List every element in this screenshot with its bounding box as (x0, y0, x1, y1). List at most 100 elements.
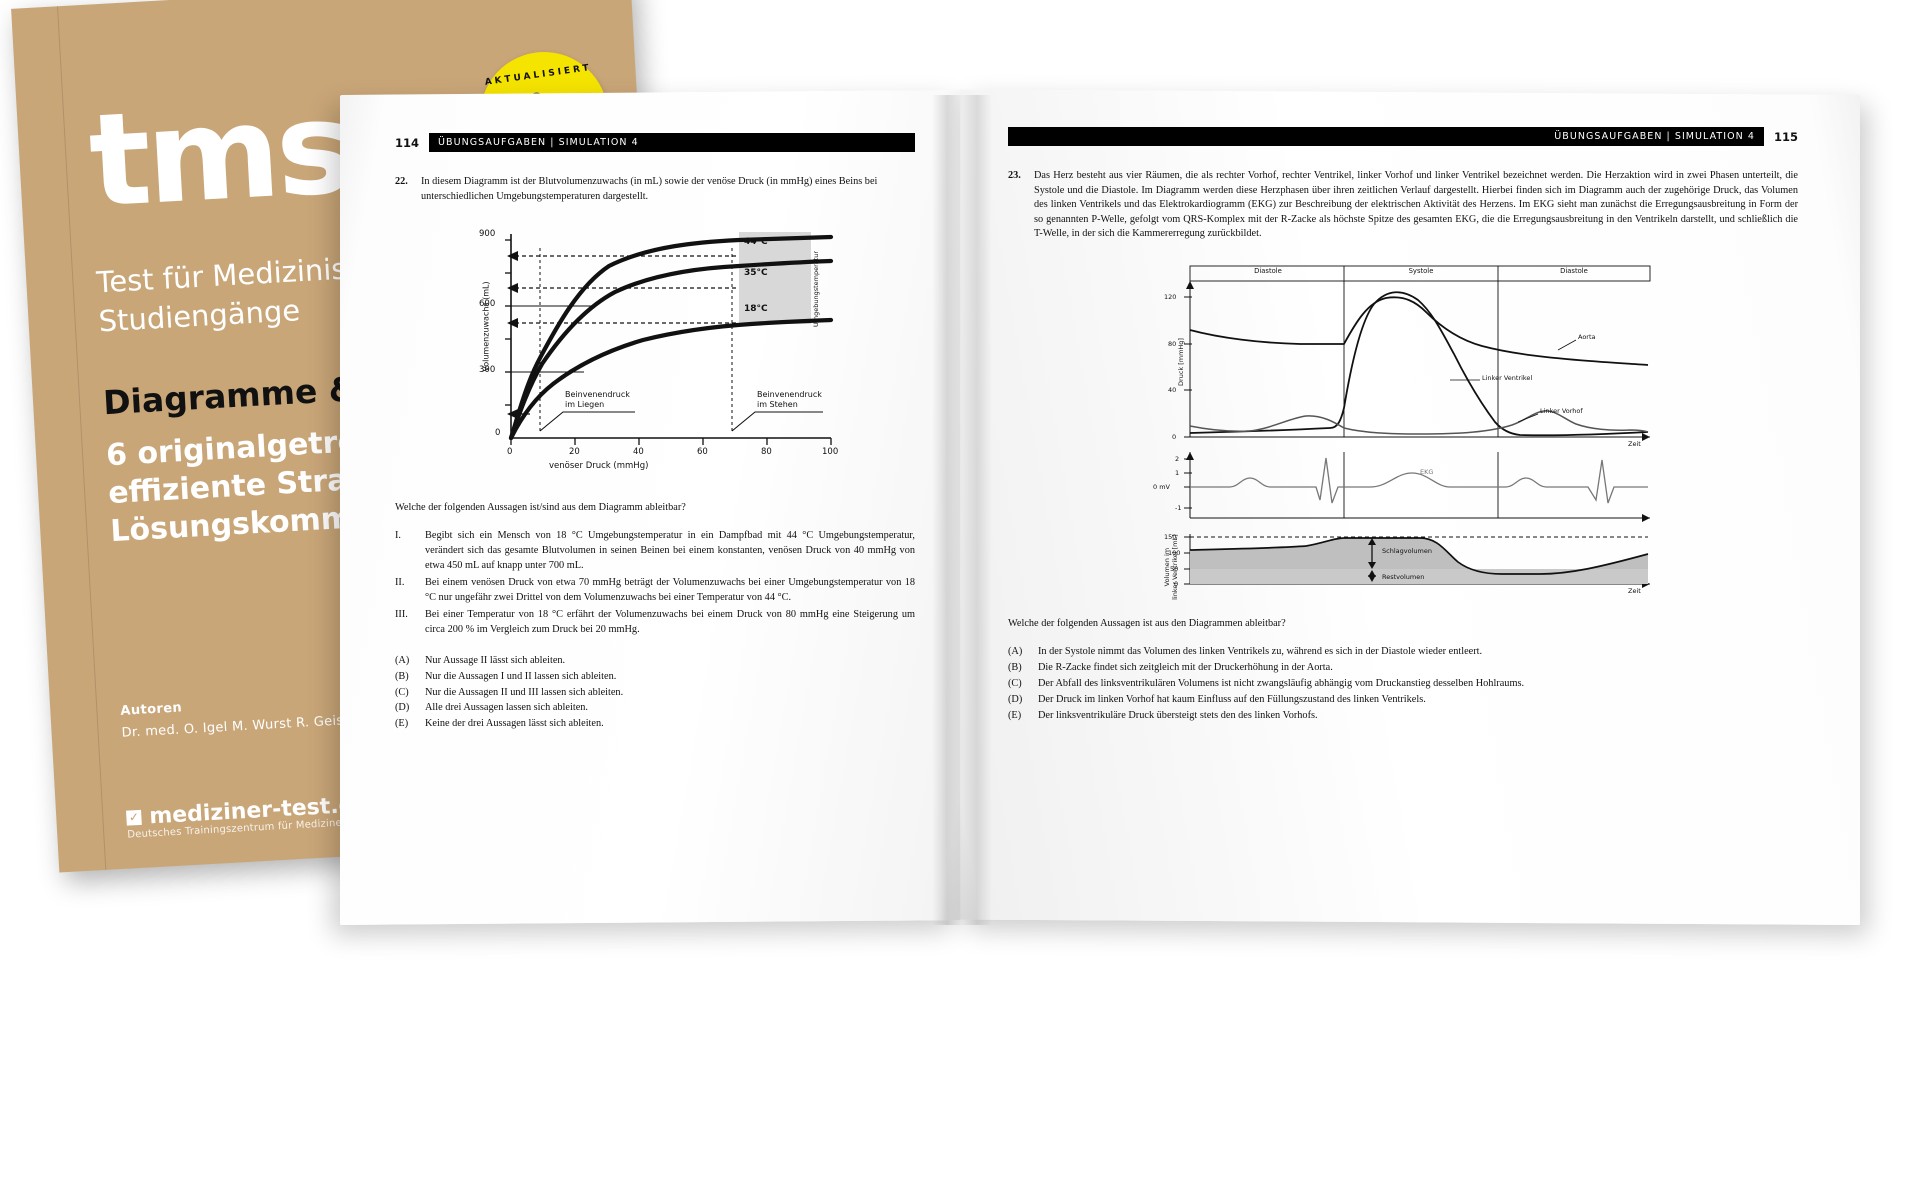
left-running-head-text: ÜBUNGSAUFGABEN | SIMULATION 4 (438, 137, 639, 148)
option-a[interactable]: (A) In der Systole nimmt das Volumen des… (1008, 645, 1798, 660)
figure-23-ytick-40: 40 (1168, 386, 1177, 395)
figure-23-ekg-ytick-neg1: -1 (1175, 504, 1182, 513)
option-a-text: Nur Aussage II lässt sich ableiten. (425, 654, 566, 666)
figure-22: Volumenzuwachs (mL) 900 600 300 0 0 20 4… (439, 226, 859, 476)
statement-II-label: II. (395, 576, 405, 588)
question-22-text: In diesem Diagramm ist der Blutvolumenzu… (421, 176, 878, 202)
option-c-label: (C) (395, 686, 409, 698)
option-b-text: Die R-Zacke findet sich zeitgleich mit d… (1038, 661, 1333, 673)
question-22-statements: I. Begibt sich ein Mensch von 18 °C Umge… (395, 529, 915, 637)
question-22-number: 22. (395, 176, 408, 187)
option-a[interactable]: (A) Nur Aussage II lässt sich ableiten. (395, 654, 915, 669)
figure-23-region-restvolumen: Restvolumen (1382, 573, 1425, 582)
figure-23-series-aorta: Aorta (1578, 333, 1596, 342)
question-22: 22. In diesem Diagramm ist der Blutvolum… (395, 175, 915, 204)
option-c-label: (C) (1008, 677, 1022, 689)
figure-23-svg (1184, 265, 1651, 589)
statement-III: III. Bei einer Temperatur von 18 °C erfä… (395, 608, 915, 638)
right-page-number: 115 (1773, 129, 1798, 144)
figure-23-phase-diastole-1: Diastole (1254, 267, 1282, 276)
figure-22-ylabel: Volumenzuwachs (mL) (481, 281, 491, 372)
figure-23-vol-ytick-100: 100 (1168, 549, 1181, 558)
figure-22-xtick-40: 40 (633, 447, 644, 458)
option-d[interactable]: (D) Der Druck im linken Vorhof hat kaum … (1008, 693, 1798, 708)
figure-22-xtick-80: 80 (761, 447, 772, 458)
figure-23-vol-ytick-50: 50 (1170, 565, 1179, 574)
figure-23-vol-ytick-150: 150 (1164, 533, 1177, 542)
figure-22-svg (505, 232, 834, 446)
statement-I-label: I. (395, 530, 402, 542)
left-page-content: 114 ÜBUNGSAUFGABEN | SIMULATION 4 22. In… (395, 133, 915, 733)
cover-authors-label: Autoren (120, 700, 183, 719)
figure-23-ekg-ytick-1: 1 (1175, 469, 1180, 478)
figure-22-annotation-liegen: Beinvenendruck im Liegen (565, 390, 630, 410)
question-22-lead-in: Welche der folgenden Aussagen ist/sind a… (395, 502, 686, 514)
option-a-text: In der Systole nimmt das Volumen des lin… (1038, 646, 1483, 658)
figure-22-legend-35: 35°C (744, 268, 768, 279)
figure-23-series-linker-vorhof: Linker Vorhof (1540, 407, 1583, 416)
statement-I-text: Begibt sich ein Mensch von 18 °C Umgebun… (425, 530, 915, 572)
option-c[interactable]: (C) Nur die Aussagen II und III lassen s… (395, 686, 915, 701)
option-e[interactable]: (E) Der linksventrikuläre Druck überstei… (1008, 709, 1798, 724)
book-gutter (932, 95, 992, 925)
option-b-text: Nur die Aussagen I und II lassen sich ab… (425, 670, 617, 682)
option-d-label: (D) (395, 702, 410, 714)
option-d[interactable]: (D) Alle drei Aussagen lassen sich ablei… (395, 701, 915, 716)
statement-I: I. Begibt sich ein Mensch von 18 °C Umge… (395, 529, 915, 574)
option-c[interactable]: (C) Der Abfall des linksventrikulären Vo… (1008, 677, 1798, 692)
left-page-number: 114 (395, 135, 420, 150)
figure-23-ytick-80: 80 (1168, 340, 1177, 349)
figure-23-ekg-label: EKG (1420, 468, 1434, 477)
figure-23-phase-systole: Systole (1408, 267, 1434, 276)
option-a-label: (A) (395, 654, 410, 666)
figure-22-xtick-100: 100 (822, 447, 839, 458)
figure-23-pressure-ylabel: Druck [mmHg] (1177, 338, 1185, 387)
question-23-lead-in: Welche der folgenden Aussagen ist aus de… (1008, 618, 1286, 630)
option-b-label: (B) (1008, 661, 1022, 673)
statement-II-text: Bei einem venösen Druck von etwa 70 mmHg… (425, 576, 915, 603)
option-c-text: Nur die Aussagen II und III lassen sich … (425, 686, 624, 698)
figure-22-legend-44: 44°C (744, 237, 768, 248)
check-icon: ✓ (126, 809, 142, 826)
option-d-label: (D) (1008, 693, 1023, 705)
figure-22-legend-title: Umgebungstemperatur (812, 251, 820, 328)
figure-23-ytick-120: 120 (1164, 293, 1177, 302)
figure-23-phase-diastole-2: Diastole (1560, 267, 1588, 276)
figure-23-volume-xlabel: Zeit (1628, 587, 1641, 596)
figure-23-pressure-xlabel: Zeit (1628, 440, 1641, 449)
figure-22-ytick-900: 900 (479, 229, 496, 240)
statement-III-label: III. (395, 608, 408, 620)
figure-23-series-linker-ventrikel: Linker Ventrikel (1482, 374, 1533, 383)
statement-III-text: Bei einer Temperatur von 18 °C erfährt d… (425, 608, 915, 635)
open-book: 114 ÜBUNGSAUFGABEN | SIMULATION 4 22. In… (340, 89, 1860, 926)
figure-22-ytick-600: 600 (479, 299, 496, 310)
option-c-text: Der Abfall des linksventrikulären Volume… (1038, 677, 1525, 689)
figure-22-xtick-60: 60 (697, 447, 708, 458)
right-running-head-text: ÜBUNGSAUFGABEN | SIMULATION 4 (1554, 131, 1755, 142)
option-e-text: Keine der drei Aussagen lässt sich ablei… (425, 718, 604, 730)
question-23-options: (A) In der Systole nimmt das Volumen des… (1008, 645, 1798, 724)
figure-23-ekg-ytick-0mV: 0 mV (1153, 483, 1170, 492)
figure-23-ekg-ytick-2: 2 (1175, 455, 1180, 464)
option-e-label: (E) (395, 718, 409, 730)
option-b[interactable]: (B) Die R-Zacke findet sich zeitgleich m… (1008, 661, 1798, 676)
figure-22-ytick-0: 0 (495, 428, 501, 439)
option-b[interactable]: (B) Nur die Aussagen I und II lassen sic… (395, 670, 915, 685)
question-23: 23. Das Herz besteht aus vier Räumen, di… (1008, 169, 1798, 242)
option-e-text: Der linksventrikuläre Druck übersteigt s… (1038, 709, 1318, 721)
left-running-head: 114 ÜBUNGSAUFGABEN | SIMULATION 4 (395, 133, 915, 152)
figure-22-legend-18: 18°C (744, 304, 768, 315)
figure-23: Diastole Systole Diastole Druck [mmHg] 1… (1120, 262, 1720, 600)
statement-II: II. Bei einem venösen Druck von etwa 70 … (395, 576, 915, 606)
right-page-content: ÜBUNGSAUFGABEN | SIMULATION 4 115 23. Da… (1008, 127, 1798, 725)
option-e[interactable]: (E) Keine der drei Aussagen lässt sich a… (395, 717, 915, 732)
figure-22-annotation-stehen: Beinvenendruck im Stehen (757, 390, 822, 410)
right-running-head: ÜBUNGSAUFGABEN | SIMULATION 4 115 (1008, 127, 1798, 146)
figure-22-xtick-0: 0 (507, 447, 513, 458)
question-23-text: Das Herz besteht aus vier Räumen, die al… (1034, 170, 1798, 240)
figure-22-xlabel: venöser Druck (mmHg) (549, 461, 649, 472)
figure-23-vol-ytick-0: 0 (1174, 580, 1179, 589)
option-d-text: Alle drei Aussagen lassen sich ableiten. (425, 702, 588, 714)
figure-22-ytick-300: 300 (479, 365, 496, 376)
